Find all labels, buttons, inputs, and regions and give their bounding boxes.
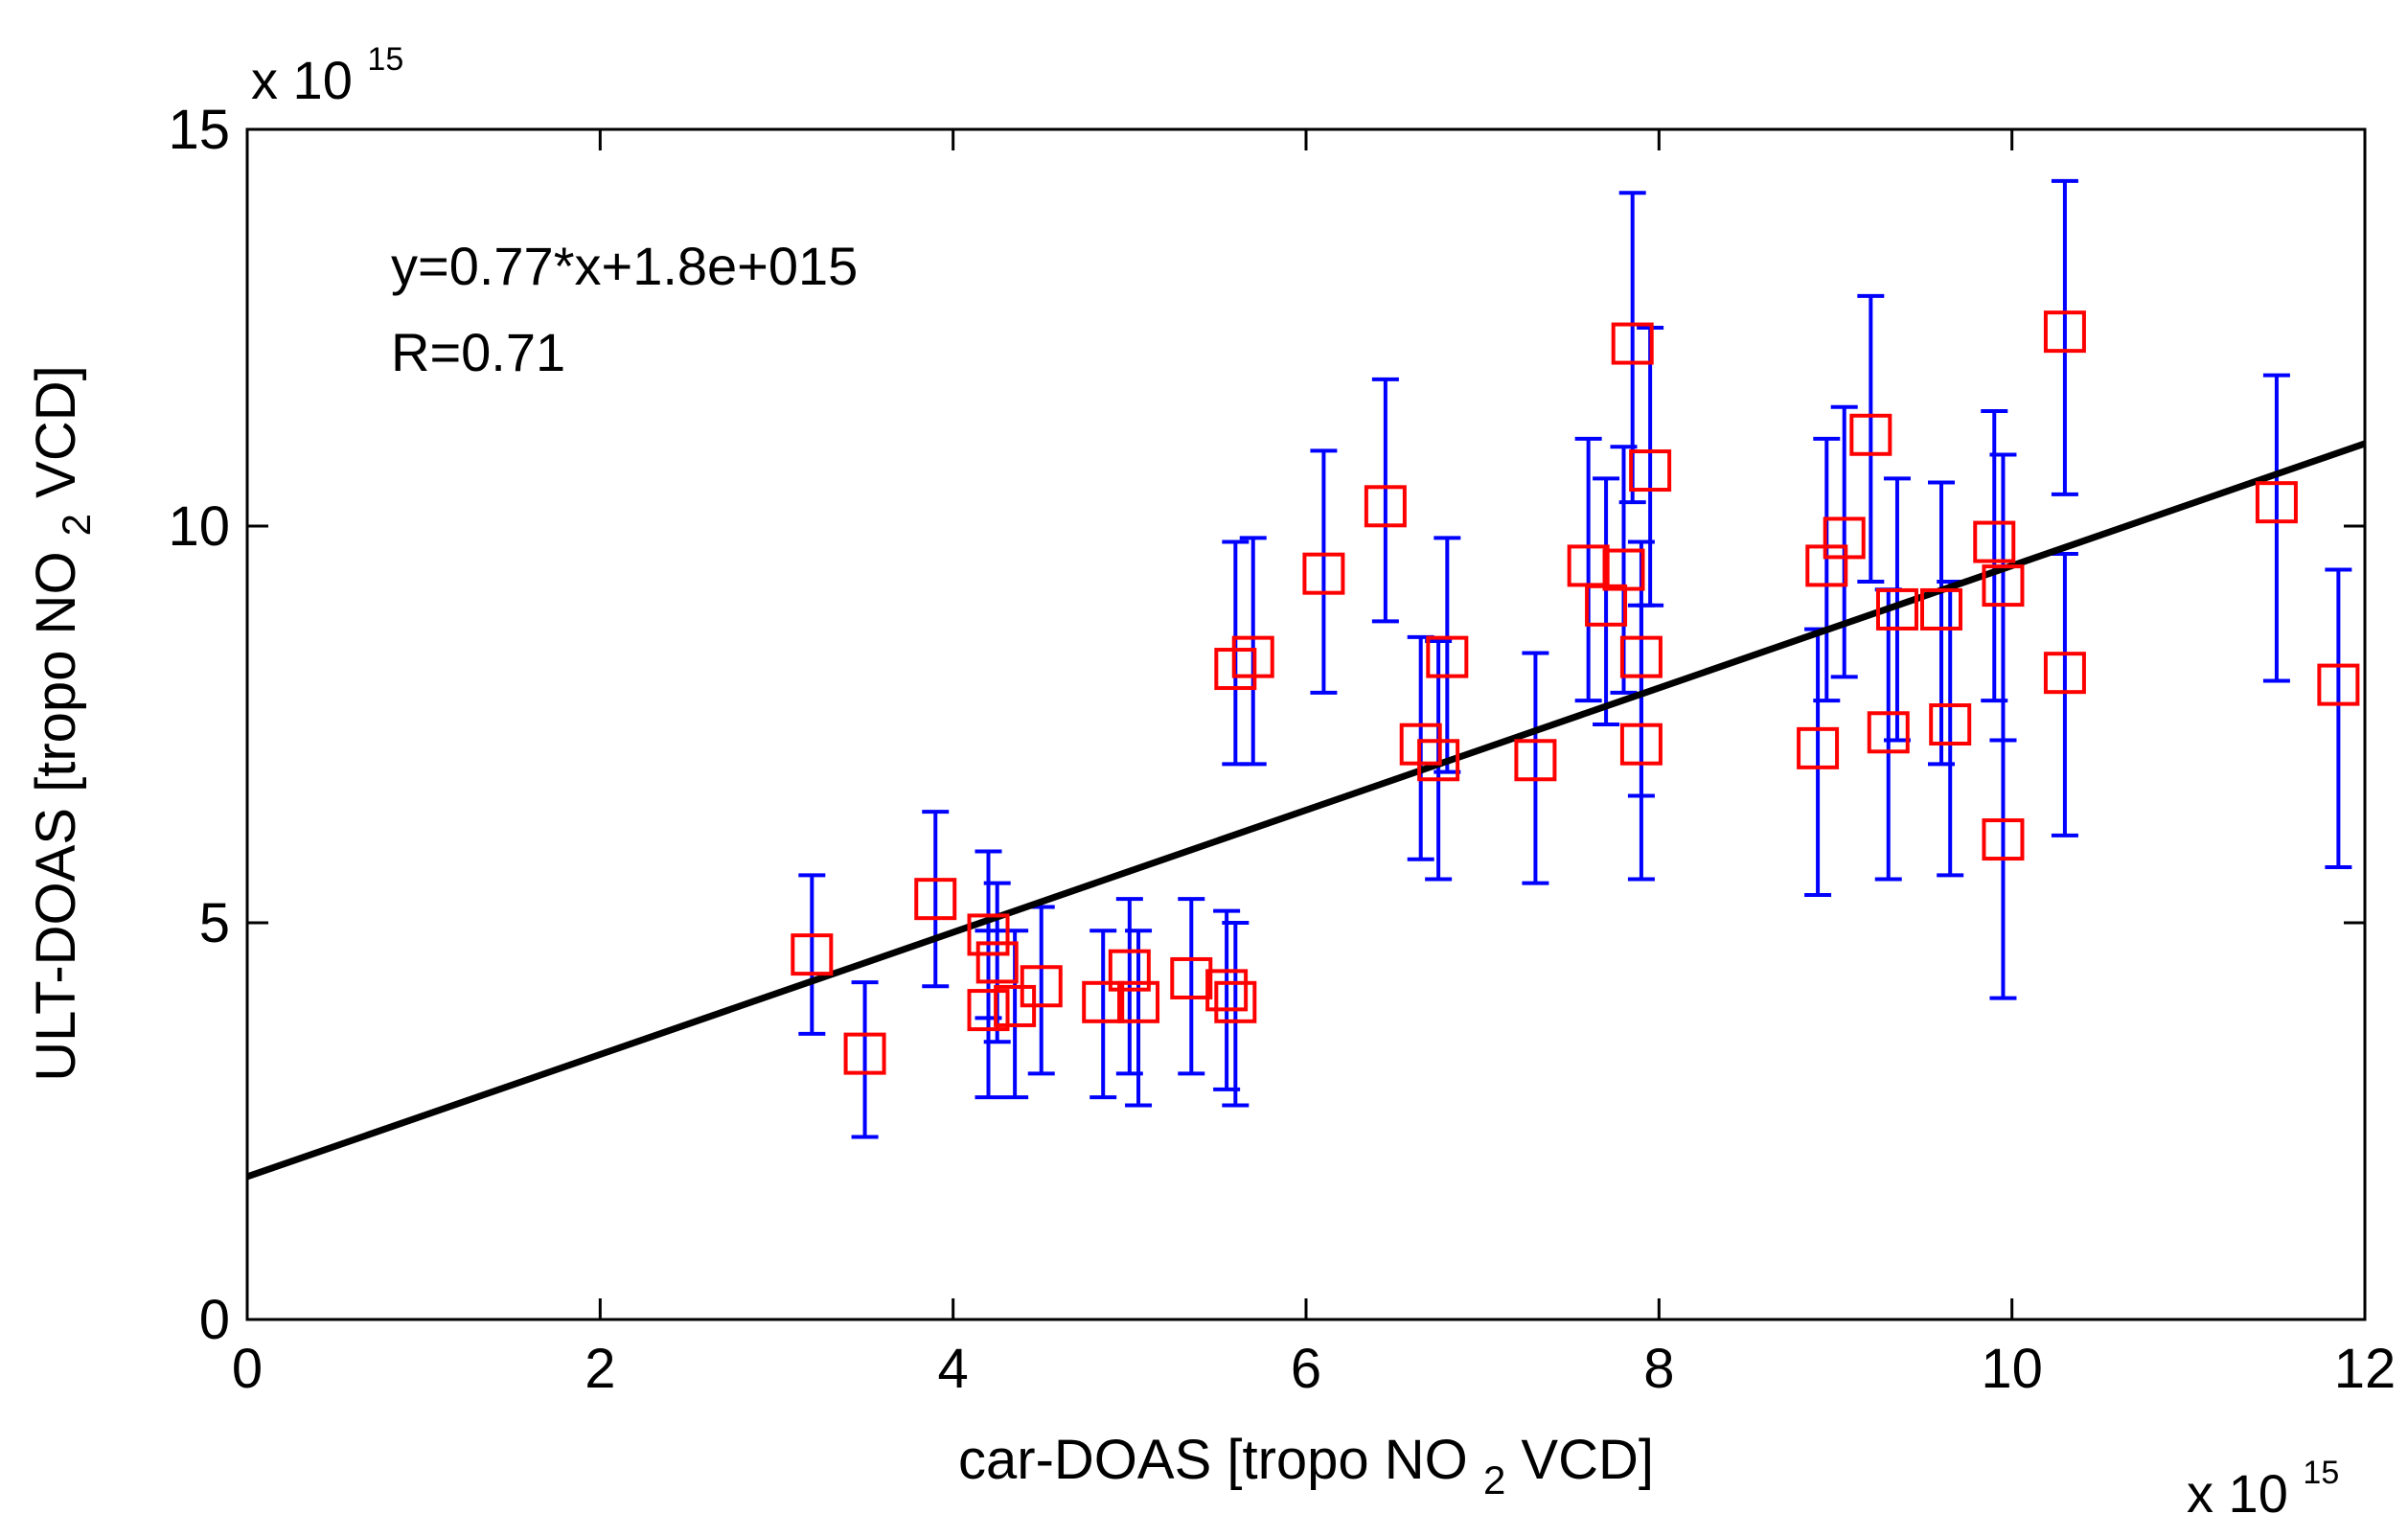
y-multiplier-base: x 10 <box>251 50 353 110</box>
data-point-marker <box>1619 635 1663 678</box>
data-point-marker <box>1602 548 1645 591</box>
x-tick-label: 4 <box>938 1338 969 1400</box>
data-point-marker <box>1823 516 1866 560</box>
errorbar <box>2262 373 2290 683</box>
y-label-subscript: 2 <box>54 514 99 536</box>
data-point-marker <box>1364 485 1407 528</box>
data-point-marker <box>2043 310 2086 354</box>
x-tick-label: 6 <box>1291 1338 1321 1400</box>
data-point-marker <box>1302 552 1345 595</box>
errorbar <box>922 810 950 989</box>
correlation-label: R=0.71 <box>391 322 565 382</box>
data-point-marker <box>975 941 1019 984</box>
x-label-subscript: 2 <box>1483 1457 1505 1503</box>
x-axis-multiplier: x 10 15 <box>2187 1455 2339 1524</box>
data-point-marker <box>791 933 834 976</box>
x-label-main: car-DOAS [tropo NO <box>958 1429 1468 1491</box>
x-tick-label: 12 <box>2334 1338 2397 1400</box>
errorbar <box>1089 929 1117 1100</box>
errorbar <box>1027 905 1055 1076</box>
data-point-marker <box>1231 635 1274 678</box>
y-tick-label: 0 <box>199 1289 230 1351</box>
y-axis-multiplier: x 10 15 <box>251 41 403 110</box>
data-point-marker <box>1082 980 1125 1023</box>
errorbar <box>1222 921 1250 1108</box>
y-tick-label: 10 <box>168 495 230 558</box>
errorbar <box>1627 603 1655 882</box>
x-tick-label: 10 <box>1981 1338 2043 1400</box>
y-tick-label: 5 <box>199 892 230 954</box>
data-point-marker <box>1417 739 1460 782</box>
errorbar <box>1522 651 1549 885</box>
data-point-marker <box>1514 739 1557 782</box>
data-point-marker <box>1920 587 1962 631</box>
y-tick-label: 15 <box>168 99 230 161</box>
x-multiplier-exponent: 15 <box>2303 1455 2339 1491</box>
data-point-marker <box>2043 652 2086 695</box>
y-ticks: 0 5 10 15 <box>168 99 2365 1351</box>
data-point-marker <box>1205 969 1249 1012</box>
errorbar <box>1593 476 1620 726</box>
data-point-marker <box>1426 635 1469 678</box>
data-point-marker <box>1867 711 1910 754</box>
data-point-marker <box>967 989 1010 1032</box>
errorbar <box>851 980 879 1139</box>
y-label-main: ULT-DOAS [tropo NO <box>25 551 87 1081</box>
data-point-marker <box>1020 965 1063 1008</box>
errorbar <box>975 929 1002 1100</box>
x-axis-label: car-DOAS [tropo NO 2 VCD] <box>958 1429 1654 1506</box>
errorbar <box>1178 897 1205 1076</box>
data-point-marker <box>1611 322 1654 365</box>
errorbar <box>1813 436 1841 703</box>
y-multiplier-exponent: 15 <box>367 41 403 78</box>
x-ticks: 0 2 4 6 8 10 12 <box>232 129 2396 1400</box>
errorbar <box>1989 738 2017 1000</box>
data-point-marker <box>1108 949 1151 992</box>
data-point-marker <box>843 1032 886 1075</box>
plot-marks <box>245 178 2367 1181</box>
errorbar <box>1310 448 1338 695</box>
data-point-marker <box>1875 587 1918 631</box>
errorbar <box>1857 293 1885 584</box>
data-point-marker <box>1973 520 2016 563</box>
x-multiplier-base: x 10 <box>2187 1463 2288 1524</box>
data-point-marker <box>1929 703 1972 746</box>
errorbar <box>2325 567 2352 870</box>
errorbar <box>1125 929 1153 1108</box>
data-point-marker <box>1117 980 1160 1023</box>
data-point-marker <box>1982 564 2025 608</box>
errorbar <box>2051 178 2078 496</box>
x-label-tail: VCD] <box>1521 1429 1654 1491</box>
errorbar <box>1830 404 1858 679</box>
errorbar <box>798 873 826 1036</box>
x-tick-label: 8 <box>1643 1338 1674 1400</box>
data-point-marker <box>967 913 1010 956</box>
data-point-marker <box>1797 726 1840 769</box>
x-tick-label: 0 <box>232 1338 263 1400</box>
data-point-marker <box>2255 481 2298 524</box>
errorbar <box>2051 551 2078 837</box>
errorbar <box>1371 377 1399 624</box>
data-point-marker <box>914 878 957 921</box>
data-point-marker <box>1849 413 1892 456</box>
y-axis-label: ULT-DOAS [tropo NO 2 VCD] <box>25 365 103 1081</box>
data-point-marker <box>2317 663 2360 706</box>
data-point-marker <box>1214 980 1257 1023</box>
data-point-marker <box>1170 956 1213 999</box>
axes-box <box>245 127 2367 1321</box>
data-point-marker <box>1629 449 1672 493</box>
errorbar <box>1574 436 1602 703</box>
data-point-marker <box>1982 818 2025 861</box>
x-tick-label: 2 <box>585 1338 615 1400</box>
fit-equation-label: y=0.77*x+1.8e+015 <box>391 236 858 296</box>
y-label-tail: VCD] <box>25 365 87 498</box>
data-point-marker <box>1619 723 1663 766</box>
